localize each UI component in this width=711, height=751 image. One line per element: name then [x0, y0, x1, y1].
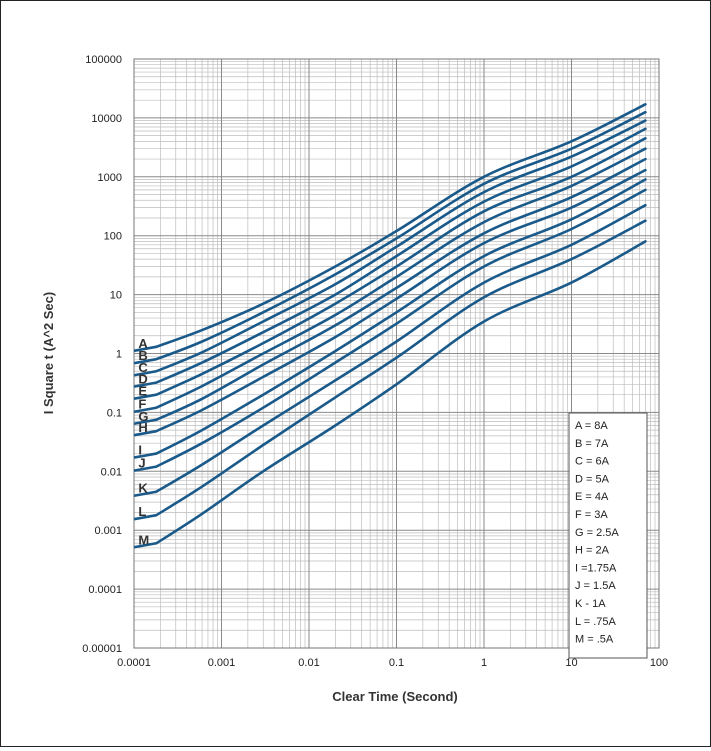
series-label-j: J — [138, 456, 145, 471]
y-tick-labels: 0.00001 0.0001 0.001 0.01 0.1 1 10 100 1000 10000… — [82, 54, 122, 655]
x-tick-label: 0.1 — [389, 657, 404, 669]
x-tick-label: 0.01 — [298, 657, 319, 669]
y-tick-label: 0.1 — [107, 407, 122, 419]
series-lead-h — [133, 429, 157, 437]
series-line-h — [155, 168, 647, 433]
legend-entry-b: B = 7A — [575, 438, 609, 450]
legend-entry-e: E = 4A — [575, 491, 609, 503]
series-label-m: M — [138, 532, 149, 547]
series-line-e — [155, 137, 647, 396]
y-tick-label: 10 — [110, 290, 122, 302]
series-line-l — [155, 219, 647, 517]
series-lead-b — [133, 357, 157, 365]
series-line-g — [155, 157, 647, 422]
series-label-e: E — [138, 384, 147, 399]
series-label-f: F — [138, 397, 146, 412]
y-tick-label: 10000 — [91, 113, 122, 125]
y-tick-label: 0.00001 — [82, 643, 122, 655]
series-line-c — [155, 119, 647, 373]
legend-entry-j: J = 1.5A — [575, 580, 616, 592]
series-line-b — [155, 110, 647, 361]
series-label-g: G — [138, 409, 148, 424]
x-axis-title: Clear Time (Second) — [332, 689, 457, 704]
legend-entry-g: G = 2.5A — [575, 527, 619, 539]
y-tick-label: 0.01 — [101, 466, 122, 478]
series-label-b: B — [138, 348, 147, 363]
series-lead-a — [133, 345, 157, 353]
plot-area-border — [133, 58, 660, 649]
y-tick-label: 0.0001 — [88, 584, 122, 596]
series-lead-g — [133, 418, 157, 426]
series-label-d: D — [138, 372, 147, 387]
series-line-m — [155, 240, 647, 545]
legend-entry-m: M = .5A — [575, 634, 614, 646]
series-lead-j — [133, 465, 157, 472]
y-tick-label: 100000 — [85, 54, 122, 66]
series-lead-e — [133, 393, 157, 400]
series-line-i — [155, 178, 647, 455]
x-tick-label: 100 — [650, 657, 668, 669]
series-line-f — [155, 147, 647, 409]
series-label-h: H — [138, 420, 147, 435]
series-label-c: C — [138, 360, 148, 375]
series-lead-i — [133, 452, 157, 459]
y-tick-label: 1 — [116, 349, 122, 361]
series-lines — [133, 103, 647, 549]
series-line-k — [155, 203, 647, 493]
x-tick-label: 10 — [565, 657, 577, 669]
series-line-d — [155, 127, 647, 384]
legend-entry-d: D = 5A — [575, 473, 610, 485]
legend-entry-c: C = 6A — [575, 456, 610, 468]
series-label-a: A — [138, 336, 148, 351]
legend: A = 8A B = 7A C = 6A D = 5A E = 4A F = 3A G = … — [568, 412, 648, 659]
series-lead-d — [133, 381, 157, 388]
series-lead-m — [133, 541, 157, 549]
legend-entry-l: L = .75A — [575, 616, 617, 628]
legend-box — [568, 412, 648, 659]
x-tick-label: 1 — [481, 657, 487, 669]
x-tick-labels: 0.0001 0.001 0.01 0.1 1 10 100 — [117, 657, 668, 669]
series-label-k: K — [138, 481, 148, 496]
legend-entry-a: A = 8A — [575, 420, 608, 432]
series-lead-c — [133, 369, 157, 377]
series-line-a — [155, 103, 647, 349]
series-label-l: L — [138, 504, 146, 519]
x-tick-label: 0.0001 — [117, 657, 151, 669]
x-tick-label: 0.001 — [208, 657, 236, 669]
series-lead-k — [133, 490, 157, 498]
y-tick-label: 1000 — [98, 172, 122, 184]
series-lead-l — [133, 513, 157, 521]
series-label-i: I — [138, 443, 142, 458]
y-axis-title: I Square t (A^2 Sec) — [41, 292, 56, 414]
y-tick-label: 100 — [104, 231, 122, 243]
legend-entry-f: F = 3A — [575, 509, 608, 521]
legend-entry-k: K - 1A — [575, 598, 606, 610]
y-tick-label: 0.001 — [94, 525, 122, 537]
legend-entry-i: I =1.75A — [575, 562, 617, 574]
series-lead-f — [133, 406, 157, 414]
legend-entry-h: H = 2A — [575, 545, 610, 557]
series-line-j — [155, 188, 647, 468]
